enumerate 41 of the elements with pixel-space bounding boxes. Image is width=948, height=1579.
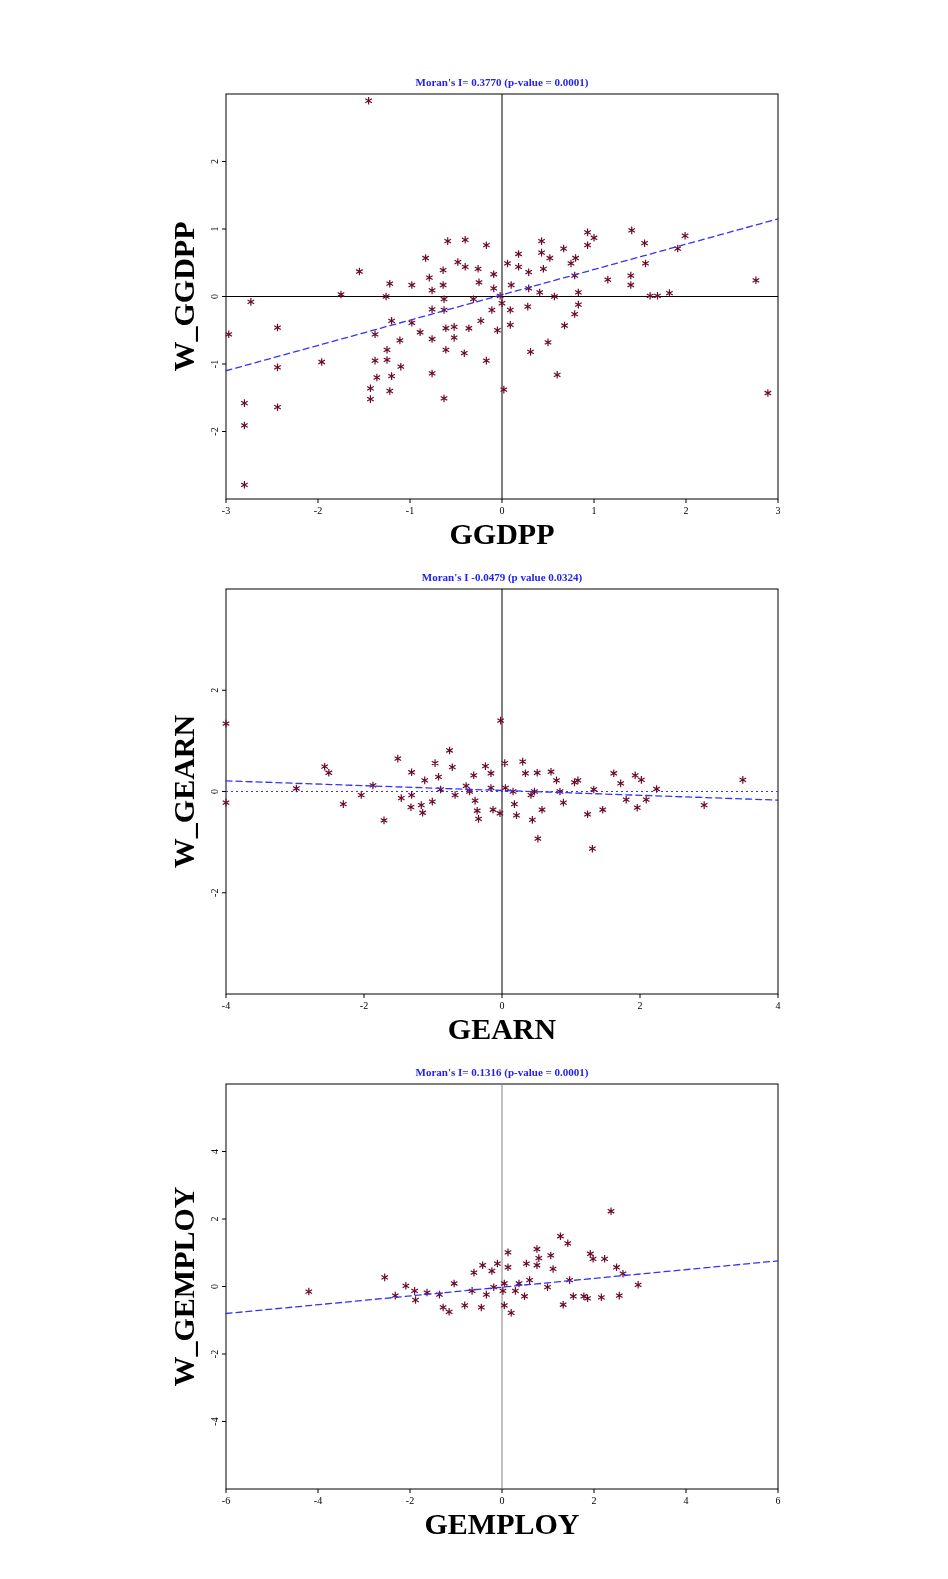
y-tick-label: 2 xyxy=(209,687,220,693)
y-axis-title: W_GEARN xyxy=(167,714,200,869)
x-axis-title: GGDPP xyxy=(449,517,555,550)
x-tick-label: 0 xyxy=(499,1495,505,1506)
y-tick-label: 2 xyxy=(209,1216,220,1222)
x-tick-label: -2 xyxy=(359,1000,369,1011)
x-tick-label: 0 xyxy=(499,1000,505,1011)
y-tick-label: 1 xyxy=(209,226,220,232)
x-tick-label: -4 xyxy=(313,1495,323,1506)
x-tick-label: 2 xyxy=(591,1495,597,1506)
x-tick-label: 4 xyxy=(683,1495,689,1506)
x-tick-label: 2 xyxy=(637,1000,643,1011)
x-tick-label: 3 xyxy=(775,505,781,516)
x-tick-label: 1 xyxy=(591,505,597,516)
y-tick-label: -2 xyxy=(209,1349,220,1359)
y-tick-label: 4 xyxy=(209,1149,220,1154)
y-tick-label: -1 xyxy=(209,359,220,369)
y-tick-label: 2 xyxy=(209,159,220,164)
chart-title: Moran's I= 0.3770 (p-value = 0.0001) xyxy=(415,76,589,89)
x-tick-label: 2 xyxy=(683,505,689,516)
x-tick-label: -4 xyxy=(221,1000,231,1011)
x-axis-title: GEMPLOY xyxy=(424,1507,580,1540)
x-tick-label: 6 xyxy=(775,1495,781,1506)
y-axis-title: W_GGDPP xyxy=(167,221,200,372)
y-tick-label: -2 xyxy=(209,888,220,897)
y-axis-title: W_GEMPLOY xyxy=(167,1186,200,1387)
x-tick-label: -3 xyxy=(221,505,231,516)
y-tick-label: 0 xyxy=(209,1284,220,1289)
x-tick-label: 4 xyxy=(775,1000,781,1011)
x-tick-label: -2 xyxy=(313,505,323,516)
x-tick-label: -2 xyxy=(405,1495,415,1506)
y-tick-label: 0 xyxy=(209,294,220,299)
x-tick-label: 0 xyxy=(499,505,505,516)
y-tick-label: 0 xyxy=(209,789,220,794)
chart-title: Moran's I -0.0479 (p value 0.0324) xyxy=(421,571,583,584)
y-tick-label: -2 xyxy=(209,427,220,436)
x-tick-label: -1 xyxy=(405,505,415,516)
x-axis-title: GEARN xyxy=(447,1012,557,1045)
y-tick-label: -4 xyxy=(209,1417,220,1426)
chart-title: Moran's I= 0.1316 (p-value = 0.0001) xyxy=(415,1066,589,1079)
x-tick-label: -6 xyxy=(221,1495,231,1506)
